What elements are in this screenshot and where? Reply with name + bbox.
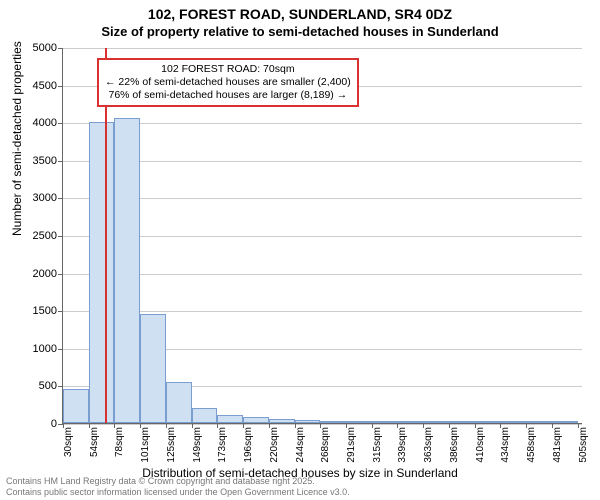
footer-copyright-2: Contains public sector information licen… (6, 487, 350, 498)
ytick-mark (58, 123, 63, 124)
ytick-label: 4500 (33, 80, 57, 92)
xtick-label: 505sqm (578, 427, 589, 463)
ytick-label: 0 (51, 418, 57, 430)
title-address: 102, FOREST ROAD, SUNDERLAND, SR4 0DZ (0, 6, 600, 24)
ytick-mark (58, 349, 63, 350)
gridline (63, 161, 582, 162)
xtick-label: 30sqm (63, 427, 74, 457)
histogram-bar (372, 421, 398, 423)
ytick-label: 1500 (33, 305, 57, 317)
gridline (63, 274, 582, 275)
histogram-bar (526, 421, 552, 423)
y-axis-label: Number of semi-detached properties (10, 41, 24, 236)
footer-copyright-1: Contains HM Land Registry data © Crown c… (6, 476, 350, 487)
ytick-mark (58, 386, 63, 387)
histogram-bar (475, 421, 501, 423)
plot-area: 0500100015002000250030003500400045005000… (62, 48, 582, 424)
xtick-label: 268sqm (320, 427, 331, 463)
xtick-label: 220sqm (269, 427, 280, 463)
xtick-label: 244sqm (295, 427, 306, 463)
ytick-mark (58, 274, 63, 275)
annotation-box: 102 FOREST ROAD: 70sqm← 22% of semi-deta… (97, 58, 359, 107)
property-size-chart: 102, FOREST ROAD, SUNDERLAND, SR4 0DZ Si… (0, 0, 600, 500)
histogram-bar (397, 421, 423, 423)
histogram-bar (346, 421, 372, 423)
xtick-label: 101sqm (140, 427, 151, 463)
histogram-bar (449, 421, 475, 423)
xtick-label: 458sqm (526, 427, 537, 463)
histogram-bar (423, 421, 449, 423)
histogram-bar (89, 122, 115, 423)
xtick-label: 54sqm (89, 427, 100, 457)
gridline (63, 198, 582, 199)
ytick-label: 4000 (33, 117, 57, 129)
histogram-bar (63, 389, 89, 423)
annotation-line: 102 FOREST ROAD: 70sqm (105, 63, 351, 76)
xtick-label: 125sqm (166, 427, 177, 463)
histogram-bar (500, 421, 526, 423)
histogram-bar (192, 408, 218, 423)
histogram-bar (269, 419, 295, 423)
histogram-bar (320, 421, 346, 423)
xtick-label: 315sqm (372, 427, 383, 463)
ytick-label: 5000 (33, 42, 57, 54)
ytick-label: 3000 (33, 192, 57, 204)
ytick-mark (58, 236, 63, 237)
gridline (63, 123, 582, 124)
xtick-label: 78sqm (114, 427, 125, 457)
xtick-label: 410sqm (475, 427, 486, 463)
title-subtitle: Size of property relative to semi-detach… (0, 24, 600, 40)
annotation-line: 76% of semi-detached houses are larger (… (105, 89, 351, 102)
xtick-label: 363sqm (423, 427, 434, 463)
histogram-bar (140, 314, 166, 423)
histogram-bar (295, 420, 321, 423)
xtick-label: 149sqm (192, 427, 203, 463)
chart-footer: Contains HM Land Registry data © Crown c… (6, 476, 350, 498)
xtick-label: 339sqm (397, 427, 408, 463)
histogram-bar (217, 415, 243, 423)
ytick-mark (58, 198, 63, 199)
ytick-label: 1000 (33, 343, 57, 355)
ytick-label: 2000 (33, 268, 57, 280)
xtick-label: 196sqm (243, 427, 254, 463)
chart-title: 102, FOREST ROAD, SUNDERLAND, SR4 0DZ Si… (0, 0, 600, 40)
histogram-bar (552, 421, 578, 423)
ytick-mark (58, 161, 63, 162)
ytick-mark (58, 48, 63, 49)
ytick-mark (58, 311, 63, 312)
annotation-line: ← 22% of semi-detached houses are smalle… (105, 76, 351, 89)
xtick-label: 481sqm (552, 427, 563, 463)
ytick-label: 2500 (33, 230, 57, 242)
xtick-label: 434sqm (500, 427, 511, 463)
gridline (63, 236, 582, 237)
gridline (63, 311, 582, 312)
histogram-bar (114, 118, 140, 423)
xtick-label: 291sqm (346, 427, 357, 463)
ytick-mark (58, 86, 63, 87)
ytick-label: 3500 (33, 155, 57, 167)
gridline (63, 48, 582, 49)
ytick-label: 500 (39, 380, 57, 392)
xtick-label: 173sqm (217, 427, 228, 463)
histogram-bar (243, 417, 269, 423)
histogram-bar (166, 382, 192, 423)
xtick-label: 386sqm (449, 427, 460, 463)
